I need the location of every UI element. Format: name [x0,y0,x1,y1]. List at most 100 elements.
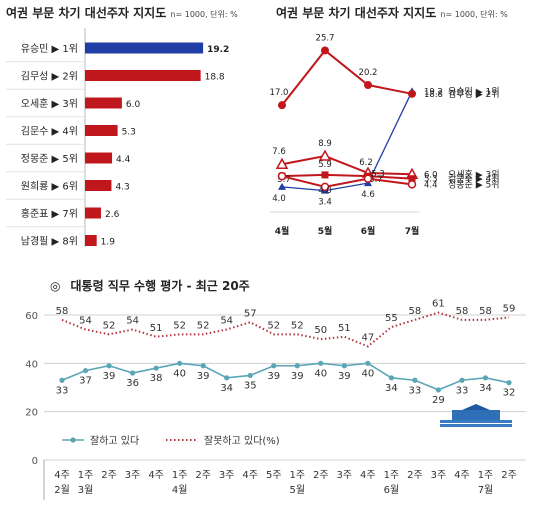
x-tick-month-label: 7월 [478,484,494,496]
x-tick-label: 3주 [431,470,447,481]
data-value-label: 39 [103,371,116,382]
data-value-label: 58 [479,306,492,317]
legend-marker-approve [70,437,76,443]
bar [85,125,118,136]
data-point [278,182,286,190]
logo-roof [462,404,490,410]
data-point [318,149,332,161]
blue-house-logo [440,404,512,427]
data-value-label: 57 [244,308,257,319]
data-value-label: 58 [56,306,69,317]
y-tick-label: 60 [25,311,38,322]
data-point [278,101,286,110]
data-value-label: 61 [432,299,445,310]
x-tick-label: 5월 [318,225,333,237]
data-point [294,363,300,369]
data-value-label: 39 [267,371,280,382]
data-point [364,81,372,90]
bar-value-label: 6.0 [126,100,141,110]
approval-chart-title: ◎ 대통령 직무 수행 평가 - 최근 20주 [50,279,250,293]
bar-chart-title: 여권 부문 차기 대선주자 지지도 n= 1000, 단위: % [6,6,238,20]
data-value-label: 35 [244,380,257,391]
data-point [59,377,65,383]
x-tick-label: 4주 [360,470,376,481]
x-tick-label: 6월 [361,225,376,237]
data-value-label: 50 [314,325,327,336]
bar [85,207,101,219]
data-value-label: 52 [197,320,210,331]
data-value-label: 51 [338,323,351,334]
data-value-label: 52 [267,320,280,331]
data-value-label: 38 [150,373,163,384]
x-tick-label: 4월 [275,225,290,237]
data-value-label: 25.7 [316,33,335,43]
bar [85,235,97,246]
x-tick-month-label: 3월 [78,484,94,496]
data-value-label: 32 [503,388,516,399]
bar-value-label: 5.3 [122,128,136,138]
data-point [388,375,394,381]
x-tick-label: 1주 [478,470,494,481]
data-point [408,175,416,183]
data-value-label: 33 [409,385,422,396]
data-point [200,363,206,369]
bar-value-label: 4.3 [115,183,129,193]
trend-chart-title: 여권 부문 차기 대선주자 지지도 n= 1000, 단위: % [276,6,508,20]
data-value-label: 4.0 [318,186,332,196]
data-value-label: 5.7 [277,175,291,185]
x-tick-label: 4주 [54,470,70,481]
bar-value-label: 2.6 [105,210,120,220]
data-value-label: 58 [409,306,422,317]
end-value-label: 18.8 [424,90,443,100]
end-value-label: 19.2 [424,87,443,97]
data-value-label: 40 [361,368,374,379]
data-value-label: 59 [503,303,516,314]
data-point [177,360,183,366]
data-value-label: 52 [291,320,304,331]
data-point [341,363,347,369]
x-tick-label: 5주 [266,470,282,481]
data-value-label: 39 [291,371,304,382]
data-point [82,367,89,374]
data-value-label: 36 [126,378,139,389]
data-value-label: 33 [56,385,69,396]
series-line [61,311,510,348]
data-value-label: 8.9 [318,139,332,149]
data-point [482,375,489,381]
data-point [271,363,277,369]
data-value-label: 52 [103,320,116,331]
data-value-label: 40 [173,368,186,379]
data-point [365,360,371,366]
data-value-label: 34 [479,383,492,394]
series-name-label: 김무성 ▶ 2위 [448,88,500,100]
series-line [281,49,413,106]
data-value-label: 40 [314,368,327,379]
series-line [61,362,510,391]
x-tick-label: 1주 [172,470,188,481]
series-name-label: 유승민 ▶ 1위 [448,86,500,97]
data-point [129,370,136,376]
bar [85,97,122,109]
bar-value-label: 1.9 [101,238,116,248]
x-tick-label: 1주 [384,470,400,481]
y-tick-label: 20 [25,408,38,419]
data-value-label: 39 [338,371,351,382]
bar-value-label: 4.4 [116,155,131,165]
category-label: 정몽준 ▶ 5위 [21,152,78,165]
bar-chart: 유승민 ▶ 1위 19.2 김무성 ▶ 2위 18.8 오세훈 ▶ 3위 6.0 김문수 ▶… [6,28,229,248]
bar [85,42,204,54]
end-value-label: 5.3 [424,175,438,185]
data-value-label: 4.6 [361,190,375,200]
data-point [277,171,287,181]
category-label: 남경필 ▶ 8위 [21,235,78,248]
series-line [281,91,413,192]
title-bullet: ◎ [50,279,61,293]
x-tick-month-label: 2월 [54,484,70,496]
data-value-label: 47 [361,332,374,343]
data-value-label: 39 [197,371,210,382]
data-value-label: 54 [220,316,233,327]
category-label: 원희룡 ▶ 6위 [21,180,78,193]
data-value-label: 33 [456,385,469,396]
logo-base-top [440,420,512,423]
series-line [281,173,413,180]
